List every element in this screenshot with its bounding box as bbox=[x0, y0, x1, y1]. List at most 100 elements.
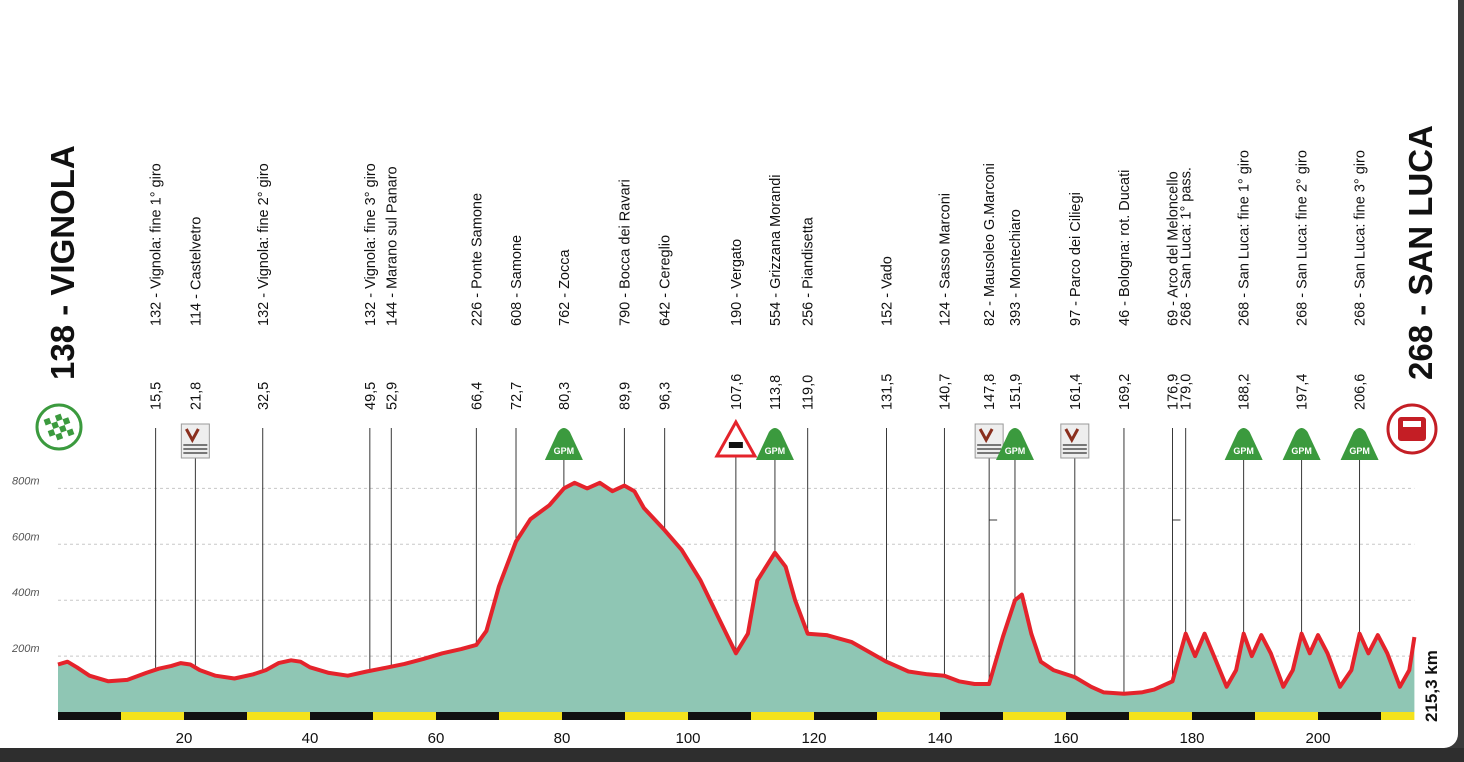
waypoint-name: 268 - San Luca: fine 3° giro bbox=[1353, 150, 1369, 326]
waypoint-km: 52,9 bbox=[384, 382, 400, 410]
y-tick-label: 200m bbox=[11, 643, 40, 655]
gpm-icon: GPM bbox=[755, 428, 794, 460]
scale-segment bbox=[1255, 712, 1318, 720]
waypoint-km: 169,2 bbox=[1117, 374, 1133, 410]
waypoint-name: 642 - Cereglio bbox=[658, 235, 674, 326]
gpm-icon: GPM bbox=[1340, 428, 1379, 460]
waypoint-name: 190 - Vergato bbox=[729, 239, 745, 326]
x-tick-label: 180 bbox=[1179, 730, 1204, 747]
waypoint-icons: GPM GPM GPM GPM GPM GPM bbox=[180, 418, 1379, 460]
waypoint-name: 226 - Ponte Samone bbox=[469, 193, 485, 326]
scale-segment bbox=[1003, 712, 1066, 720]
finish-marker bbox=[1386, 403, 1438, 455]
waypoint-km: 72,7 bbox=[509, 382, 525, 410]
waypoint-name: 144 - Marano sul Panaro bbox=[384, 166, 400, 326]
waypoint-km: 179,0 bbox=[1179, 374, 1195, 410]
waypoint-name: 82 - Mausoleo G.Marconi bbox=[982, 163, 998, 326]
svg-text:GPM: GPM bbox=[765, 446, 786, 456]
bottom-strip bbox=[0, 748, 1464, 762]
x-tick-label: 140 bbox=[927, 730, 952, 747]
finish-banner-shape bbox=[1398, 417, 1426, 441]
svg-text:GPM: GPM bbox=[1233, 446, 1254, 456]
waypoint-km: 96,3 bbox=[658, 382, 674, 410]
scale-segment bbox=[247, 712, 310, 720]
finish-title: 268 - SAN LUCA bbox=[1402, 125, 1439, 380]
waypoint-name: 268 - San Luca: fine 1° giro bbox=[1237, 150, 1253, 326]
distance-scale-bar bbox=[58, 712, 1415, 720]
scale-segment bbox=[436, 712, 499, 720]
y-tick-label: 800m bbox=[12, 475, 40, 487]
waypoint-name: 114 - Castelvetro bbox=[188, 217, 204, 326]
svg-text:GPM: GPM bbox=[554, 446, 575, 456]
scale-segment bbox=[373, 712, 436, 720]
waypoint-km: 197,4 bbox=[1295, 374, 1311, 410]
waypoint-name: 608 - Samone bbox=[509, 235, 525, 326]
x-tick-label: 80 bbox=[554, 730, 571, 747]
svg-text:GPM: GPM bbox=[1005, 446, 1026, 456]
waypoint-name: 256 - Piandisetta bbox=[801, 216, 817, 326]
waypoint-km: 151,9 bbox=[1008, 374, 1024, 410]
feed-zone-icon bbox=[180, 423, 210, 459]
waypoint-name: 46 - Bologna: rot. Ducati bbox=[1117, 170, 1133, 326]
scale-segment bbox=[184, 712, 247, 720]
level-crossing-icon bbox=[714, 418, 758, 458]
x-tick-label: 20 bbox=[176, 730, 193, 747]
scale-segment bbox=[1129, 712, 1192, 720]
waypoint-km: 140,7 bbox=[937, 374, 953, 410]
waypoint-name: 268 - San Luca: fine 2° giro bbox=[1295, 150, 1311, 326]
x-tick-label: 100 bbox=[675, 730, 700, 747]
scale-segment bbox=[58, 712, 121, 720]
waypoint-km: 131,5 bbox=[879, 374, 895, 410]
scale-segment bbox=[499, 712, 562, 720]
svg-text:GPM: GPM bbox=[1349, 446, 1370, 456]
waypoint-name: 554 - Grizzana Morandi bbox=[768, 174, 784, 326]
scale-segment bbox=[1192, 712, 1255, 720]
gpm-icon: GPM bbox=[1224, 428, 1263, 460]
scale-segment bbox=[562, 712, 625, 720]
waypoint-name: 69 - Arco del Meloncello bbox=[1165, 171, 1181, 326]
waypoint-km: 107,6 bbox=[729, 374, 745, 410]
x-tick-label: 40 bbox=[302, 730, 319, 747]
scale-segment bbox=[751, 712, 814, 720]
y-axis-labels: 200m 400m 600m 800m bbox=[11, 475, 40, 655]
waypoint-name-labels: 132 - Vignola: fine 1° giro 114 - Castelv… bbox=[149, 150, 1369, 326]
profile-area bbox=[58, 482, 1415, 712]
total-distance: 215,3 km bbox=[1422, 650, 1441, 722]
waypoint-name: 132 - Vignola: fine 2° giro bbox=[256, 163, 272, 326]
waypoint-km: 49,5 bbox=[363, 382, 379, 410]
waypoint-km: 66,4 bbox=[469, 382, 485, 410]
checkered-flag-pattern bbox=[43, 413, 75, 441]
x-tick-label: 60 bbox=[428, 730, 445, 747]
start-title: 138 - VIGNOLA bbox=[44, 145, 81, 380]
scale-segment bbox=[121, 712, 184, 720]
waypoint-name: 268 - San Luca: 1° pass. bbox=[1179, 167, 1195, 326]
scale-segment bbox=[814, 712, 877, 720]
scale-segment bbox=[310, 712, 373, 720]
waypoint-km: 15,5 bbox=[149, 382, 165, 410]
waypoint-km: 147,8 bbox=[982, 374, 998, 410]
waypoint-name: 152 - Vado bbox=[879, 256, 895, 326]
route-profile-card bbox=[0, 0, 1458, 748]
waypoint-km: 119,0 bbox=[801, 375, 817, 410]
scale-segment bbox=[625, 712, 688, 720]
waypoint-name: 762 - Zocca bbox=[557, 249, 573, 326]
scale-segment bbox=[877, 712, 940, 720]
y-tick-label: 600m bbox=[12, 531, 40, 543]
scale-segment bbox=[688, 712, 751, 720]
waypoint-name: 124 - Sasso Marconi bbox=[937, 193, 953, 326]
x-tick-label: 200 bbox=[1305, 730, 1330, 747]
gpm-icon: GPM bbox=[544, 428, 583, 460]
gpm-icon: GPM bbox=[1282, 428, 1321, 460]
y-tick-label: 400m bbox=[12, 587, 40, 599]
svg-text:GPM: GPM bbox=[1291, 446, 1312, 456]
waypoint-name: 393 - Montechiaro bbox=[1008, 209, 1024, 326]
waypoint-name: 97 - Parco dei Ciliegi bbox=[1068, 192, 1084, 326]
waypoint-km-labels: 15,5 21,8 32,5 49,5 52,9 66,4 72,7 80,3 89,9 96,3… bbox=[149, 374, 1369, 410]
waypoint-km: 176,9 bbox=[1165, 374, 1181, 410]
waypoint-name: 132 - Vignola: fine 1° giro bbox=[149, 163, 165, 326]
gpm-icon: GPM bbox=[995, 428, 1034, 460]
profile-line bbox=[57, 480, 1417, 696]
waypoint-km: 89,9 bbox=[617, 382, 633, 410]
feed-zone-icon bbox=[974, 423, 1004, 459]
